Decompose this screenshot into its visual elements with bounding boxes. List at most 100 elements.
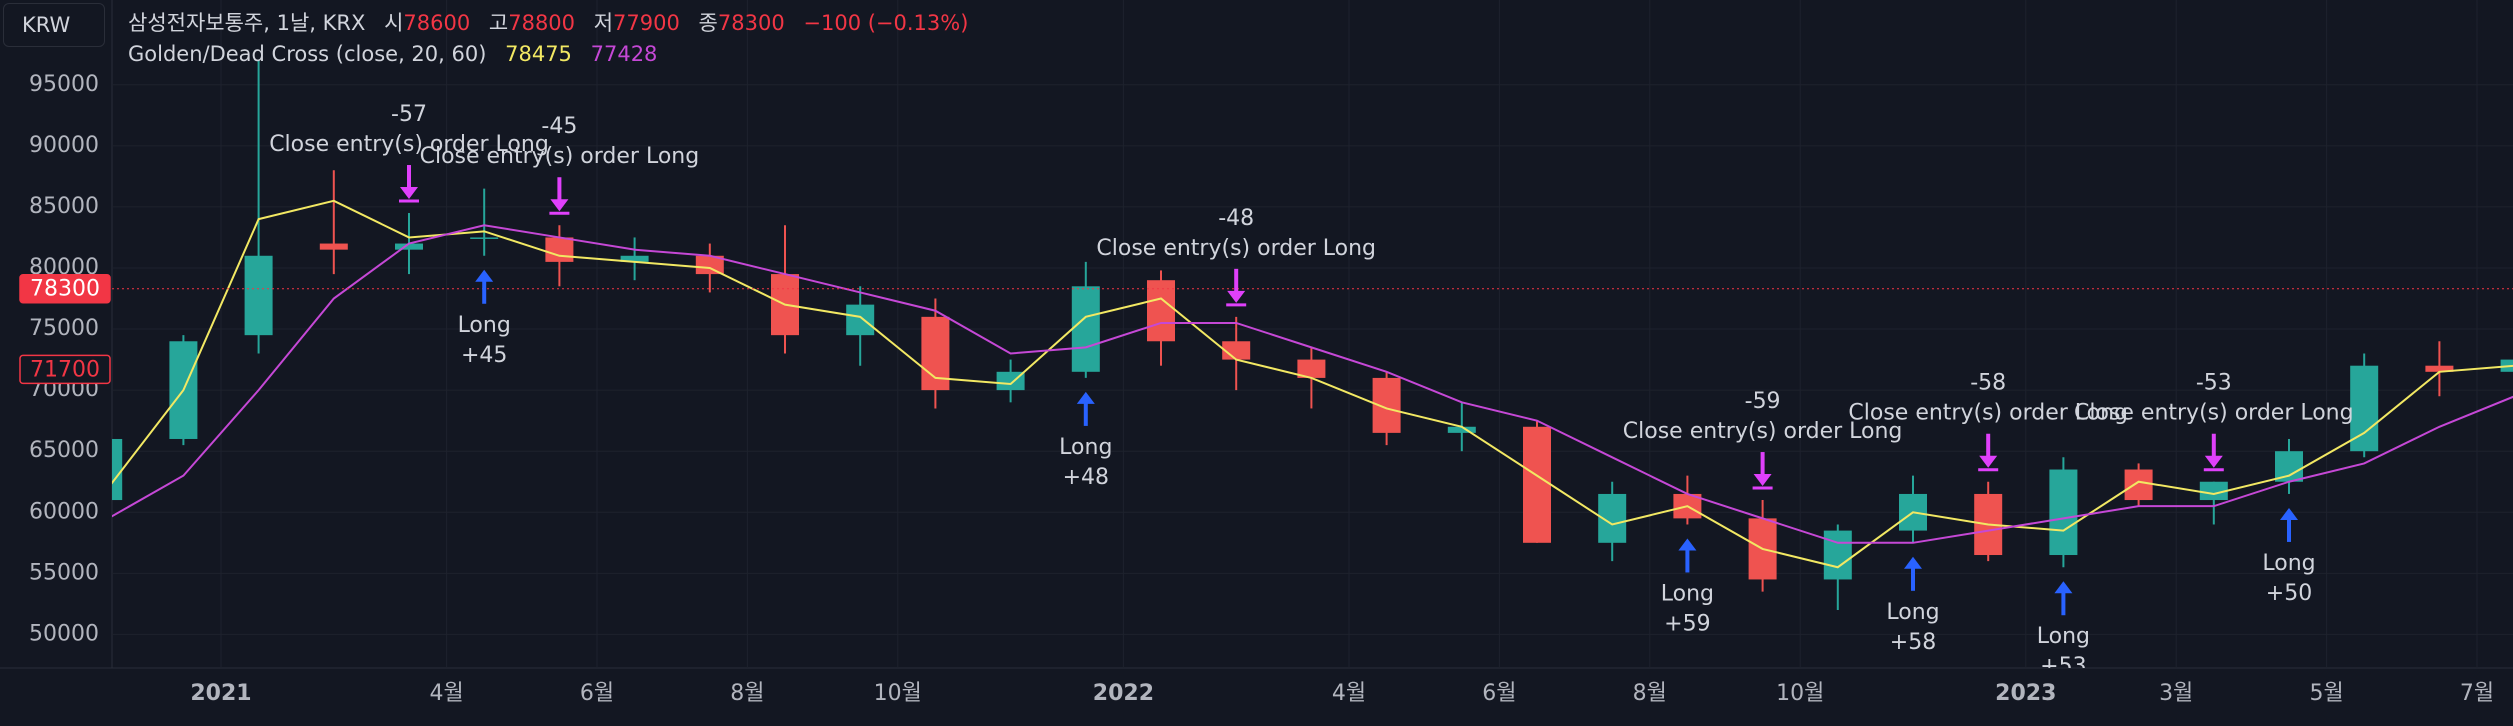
signal-qty: +50 bbox=[2266, 581, 2312, 606]
x-tick-label: 6월 bbox=[1482, 681, 1516, 706]
candle-body bbox=[470, 237, 499, 239]
legend-row: 삼성전자보통주, 1날, KRX 시78600 고78800 저77900 종7… bbox=[128, 8, 968, 39]
signal-qty: +58 bbox=[1890, 630, 1936, 655]
close-arrow-head bbox=[1979, 455, 1998, 468]
price-badge-label: 78300 bbox=[30, 277, 100, 302]
close-arrow-head bbox=[1753, 474, 1772, 487]
candle-body bbox=[395, 243, 423, 250]
long-arrow-head bbox=[2280, 507, 2298, 520]
ohlc-label: 종 bbox=[698, 11, 718, 35]
candle-body bbox=[2049, 469, 2078, 556]
candle-body bbox=[2425, 365, 2454, 372]
candle-body bbox=[1147, 280, 1175, 342]
candle-body bbox=[1447, 426, 1476, 433]
candle-body bbox=[695, 255, 724, 275]
change: −100 (−0.13%) bbox=[803, 11, 969, 35]
candle-body bbox=[2350, 365, 2379, 452]
legend: 삼성전자보통주, 1날, KRX 시78600 고78800 저77900 종7… bbox=[128, 8, 968, 70]
price-badge-label: 71700 bbox=[30, 357, 100, 382]
candle-body bbox=[319, 243, 348, 250]
x-tick-label: 4월 bbox=[429, 681, 463, 706]
long-arrow-head bbox=[1678, 538, 1697, 551]
ohlc-label: 고 bbox=[488, 11, 509, 35]
signal-label: Close entry(s) order Long bbox=[1096, 236, 1376, 261]
signal-qty: +45 bbox=[461, 343, 507, 368]
y-tick-label: 55000 bbox=[29, 560, 99, 585]
y-tick-label: 85000 bbox=[29, 194, 99, 219]
ohlc-value: 78300 bbox=[717, 11, 785, 35]
signal-qty: -57 bbox=[391, 102, 427, 127]
ohlc-value: 78800 bbox=[508, 11, 576, 35]
signal-label: Close entry(s) order Long bbox=[1623, 419, 1903, 444]
ohlc-value: 78600 bbox=[403, 11, 471, 35]
y-tick-label: 95000 bbox=[29, 72, 99, 97]
close-arrow-head bbox=[550, 199, 569, 212]
legend-row: Golden/Dead Cross (close, 20, 60) 78475 … bbox=[128, 39, 968, 70]
signal-label: Close entry(s) order Long bbox=[2074, 401, 2354, 426]
indicator-value: 78475 bbox=[505, 42, 572, 66]
signal-qty: +48 bbox=[1063, 465, 1109, 490]
x-tick-label: 10월 bbox=[1776, 681, 1824, 706]
signal-label: Long bbox=[2262, 551, 2315, 576]
long-arrow-head bbox=[1904, 556, 1922, 569]
signal-label: Long bbox=[1059, 435, 1112, 460]
x-tick-label: 3월 bbox=[2159, 681, 2193, 706]
candle-body bbox=[846, 304, 875, 336]
plot: Close entry(s) order Long -57 Long +45 Close… bbox=[112, 60, 2513, 679]
y-tick-label: 90000 bbox=[29, 133, 99, 158]
grid bbox=[112, 0, 2513, 668]
signal-label: Close entry(s) order Long bbox=[1848, 401, 2128, 426]
candle-body bbox=[996, 371, 1025, 391]
x-tick-label: 8월 bbox=[1633, 681, 1667, 706]
y-tick-label: 75000 bbox=[29, 316, 99, 341]
close-arrow-head bbox=[1227, 290, 1246, 303]
x-tick-label: 8월 bbox=[730, 681, 764, 706]
signal-label: Close entry(s) order Long bbox=[420, 144, 700, 169]
signal-qty: -59 bbox=[1745, 389, 1781, 414]
long-arrow-head bbox=[475, 269, 494, 282]
y-tick-label: 50000 bbox=[29, 621, 99, 646]
candle-body bbox=[1297, 359, 1326, 378]
signal-label: Long bbox=[2037, 624, 2090, 649]
x-tick-label: 4월 bbox=[1332, 681, 1366, 706]
ma-line bbox=[112, 224, 2513, 544]
long-arrow-head bbox=[2054, 581, 2073, 594]
signal-qty: -58 bbox=[1970, 371, 2006, 396]
price-badge bbox=[19, 354, 111, 385]
signal-label: Close entry(s) order Long bbox=[269, 132, 549, 157]
candle-body bbox=[545, 237, 574, 262]
candle-body bbox=[112, 438, 123, 501]
candle-body bbox=[1523, 426, 1551, 543]
signal-label: Long bbox=[1886, 600, 1939, 625]
candle-body bbox=[1071, 286, 1100, 372]
ohlc-value: 77900 bbox=[613, 11, 680, 35]
y-tick-label: 60000 bbox=[29, 499, 99, 524]
x-tick-label: 5월 bbox=[2309, 681, 2343, 706]
x-tick-label: 2023 bbox=[1995, 681, 2056, 706]
ma-line bbox=[112, 199, 2513, 569]
x-tick-label: 2021 bbox=[190, 681, 251, 706]
close-arrow-head bbox=[400, 187, 418, 200]
signal-qty: -53 bbox=[2196, 371, 2232, 396]
signal-qty: +59 bbox=[1664, 611, 1710, 636]
x-tick-label: 6월 bbox=[580, 681, 614, 706]
long-arrow-head bbox=[1076, 391, 1095, 404]
candle-body bbox=[620, 255, 649, 262]
axes: 5000055000600006500070000750008000085000… bbox=[19, 72, 2494, 706]
ohlc-label: 시 bbox=[384, 11, 404, 35]
signal-label: Long bbox=[1661, 581, 1714, 606]
price-badge bbox=[19, 273, 111, 304]
signal-qty: +53 bbox=[2040, 654, 2086, 679]
signal-label: Long bbox=[458, 313, 511, 338]
x-tick-label: 10월 bbox=[874, 681, 922, 706]
x-tick-label: 2022 bbox=[1093, 681, 1154, 706]
y-tick-label: 65000 bbox=[29, 438, 99, 463]
currency-button[interactable]: KRW bbox=[3, 3, 105, 47]
indicator-value: 77428 bbox=[590, 42, 658, 66]
signal-qty: -48 bbox=[1218, 206, 1254, 231]
x-tick-label: 7월 bbox=[2460, 681, 2494, 706]
candle-body bbox=[2124, 469, 2153, 501]
ohlc-label: 저 bbox=[593, 11, 614, 35]
